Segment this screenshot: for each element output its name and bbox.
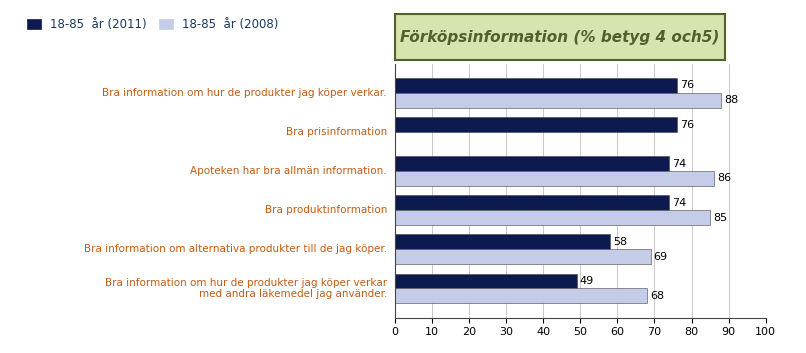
Bar [395,171,714,186]
Bar [395,210,710,225]
Text: 69: 69 [654,252,668,262]
Text: 74: 74 [672,158,687,169]
Bar [395,288,647,303]
Bar [395,274,576,288]
Bar [395,93,721,108]
Text: 86: 86 [717,173,731,184]
Bar [395,234,610,249]
Text: Förköpsinformation (% betyg 4 och5): Förköpsinformation (% betyg 4 och5) [401,30,720,44]
Text: Apoteken har bra allmän information.: Apoteken har bra allmän information. [190,166,387,176]
Text: Bra prisinformation: Bra prisinformation [285,127,387,137]
Text: 88: 88 [724,95,738,105]
Text: Bra information om alternativa produkter till de jag köper.: Bra information om alternativa produkter… [84,244,387,254]
Text: 85: 85 [713,213,727,223]
Legend: 18-85  år (2011), 18-85  år (2008): 18-85 år (2011), 18-85 år (2008) [22,13,284,35]
Text: 76: 76 [679,120,694,130]
Text: Bra produktinformation: Bra produktinformation [264,205,387,215]
Text: 58: 58 [613,237,627,247]
Bar [395,249,650,264]
Text: Bra information om hur de produkter jag köper verkar.: Bra information om hur de produkter jag … [102,88,387,98]
Text: 74: 74 [672,198,687,208]
Text: 49: 49 [580,276,594,286]
Text: Bra information om hur de produkter jag köper verkar
med andra läkemedel jag anv: Bra information om hur de produkter jag … [105,277,387,299]
Bar [395,156,669,171]
Text: 68: 68 [650,291,664,301]
Bar [395,195,669,210]
Bar [395,78,677,93]
Bar [395,117,677,132]
Text: 76: 76 [679,80,694,90]
